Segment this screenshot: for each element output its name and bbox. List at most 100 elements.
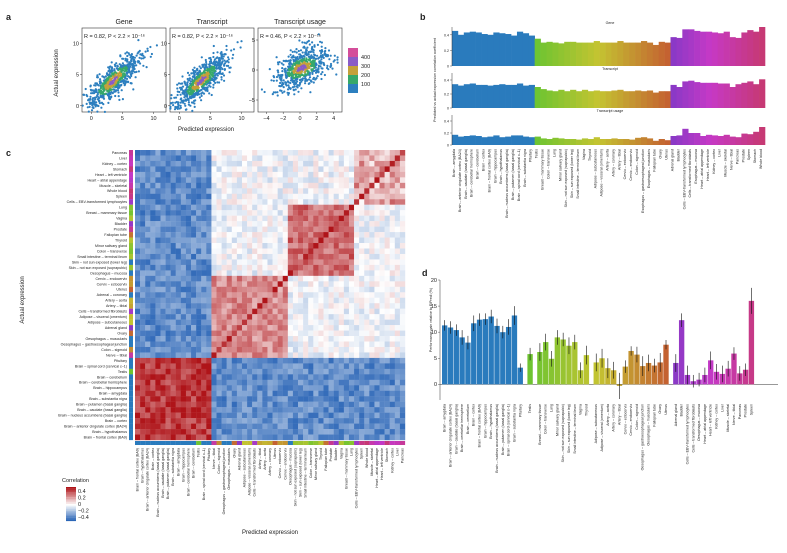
heatmap-cell	[333, 259, 339, 266]
heatmap-cell	[364, 308, 370, 315]
heatmap-cell	[196, 155, 202, 162]
heatmap-cell	[338, 357, 345, 364]
bar-bTranscript-47	[729, 87, 736, 108]
heatmap-cell	[277, 281, 283, 287]
heatmap-cell	[364, 204, 370, 211]
heatmap-cell	[354, 270, 360, 277]
heatmap-cell	[160, 193, 166, 200]
heatmap-cell	[196, 182, 202, 189]
heatmap-cell	[323, 226, 329, 233]
heatmap-cell	[165, 412, 171, 419]
heatmap-cell	[389, 182, 396, 189]
hexbin-point	[127, 52, 130, 55]
heatmap-cell	[359, 297, 365, 304]
heatmap-cell	[160, 243, 166, 249]
heatmap-cell	[287, 281, 294, 287]
heatmap-cell	[175, 204, 182, 211]
density-swatch-200	[348, 66, 358, 75]
bar-bUsage-50	[747, 134, 754, 145]
hexbin-point	[130, 74, 133, 78]
hexbin-point	[179, 104, 182, 107]
hexbin-point	[326, 64, 329, 67]
heatmap-cell	[328, 346, 334, 353]
heatmap-cell	[206, 243, 212, 249]
heatmap-cell	[394, 412, 401, 419]
heatmap-cell	[145, 396, 151, 402]
heatmap-cell	[267, 390, 273, 397]
heatmap-cell	[196, 166, 202, 173]
heatmap-cell	[262, 374, 268, 381]
heatmap-cell	[175, 368, 182, 375]
heatmap-cell	[318, 429, 324, 435]
heatmap-cell	[308, 429, 314, 435]
heatmap-cell	[303, 390, 309, 397]
hexbin-point	[179, 82, 183, 85]
hexbin-point	[138, 56, 141, 59]
heatmap-cell	[287, 412, 294, 419]
heatmap-cell	[206, 204, 212, 211]
heatmap-cell	[145, 292, 151, 298]
heatmap-cell	[211, 226, 217, 233]
hexbin-point	[296, 55, 299, 59]
heatmap-cell	[185, 259, 192, 266]
heatmap-cell	[201, 232, 207, 238]
heatmap-cell	[216, 215, 222, 222]
heatmap-cell	[282, 379, 289, 386]
heatmap-cell	[394, 423, 401, 430]
heatmap-cell	[379, 193, 385, 200]
heatmap-cell	[328, 396, 334, 402]
bar-bUsage-2	[463, 136, 471, 145]
heatmap-cell	[170, 243, 176, 249]
heatmap-cell	[180, 374, 187, 381]
heatmap-cell	[343, 303, 350, 309]
heatmap-cell	[379, 325, 385, 331]
heatmap-cell	[170, 374, 176, 381]
heatmap-cell	[282, 390, 289, 397]
heatmap-cell	[323, 264, 329, 271]
heatmap-cell	[180, 171, 187, 178]
heatmap-cell	[333, 297, 339, 304]
hexbin-point	[319, 54, 323, 57]
bar-bUsage-26	[605, 139, 612, 145]
heatmap-cell	[313, 286, 319, 293]
hexbin-point	[320, 77, 323, 81]
heatmap-cell	[308, 160, 314, 167]
hexbin-point	[189, 77, 192, 80]
heatmap-cell	[236, 253, 243, 260]
heatmap-cell	[303, 215, 309, 222]
hexbin-point	[89, 102, 92, 105]
heatmap-cell	[135, 407, 141, 413]
heatmap-cell	[399, 226, 406, 233]
bar-bUsage-12	[522, 136, 530, 145]
heatmap-cell	[226, 346, 232, 353]
hexbin-point	[298, 71, 301, 74]
heatmap-cell	[369, 303, 375, 309]
heatmap-cell	[313, 325, 319, 331]
heatmap-cell	[170, 325, 176, 331]
heatmap-cell	[211, 319, 217, 326]
hexbin-point	[281, 83, 284, 86]
heatmap-cell	[221, 243, 227, 249]
heatmap-cell	[394, 199, 401, 205]
heatmap-cell	[211, 221, 217, 227]
hexbin-point	[187, 92, 190, 95]
heatmap-cell	[303, 259, 309, 266]
hexbin-point	[115, 76, 118, 79]
heatmap-cell	[277, 232, 283, 238]
heatmap-cell	[303, 401, 309, 408]
hexbin-point	[88, 105, 91, 108]
heatmap-cell	[262, 423, 268, 430]
heatmap-cell	[369, 193, 375, 200]
heatmap-cell	[262, 193, 268, 200]
heatmap-cell	[292, 401, 299, 408]
hexbin-point	[311, 71, 314, 74]
heatmap-cell	[201, 297, 207, 304]
heatmap-cell	[389, 297, 396, 304]
heatmap-cell	[201, 390, 207, 397]
heatmap-cell	[348, 226, 355, 233]
heatmap-cell	[262, 150, 268, 156]
heatmap-cell	[292, 182, 299, 189]
heatmap-cell	[369, 150, 375, 156]
hexbin-point	[99, 78, 102, 81]
heatmap-cell	[165, 330, 171, 337]
